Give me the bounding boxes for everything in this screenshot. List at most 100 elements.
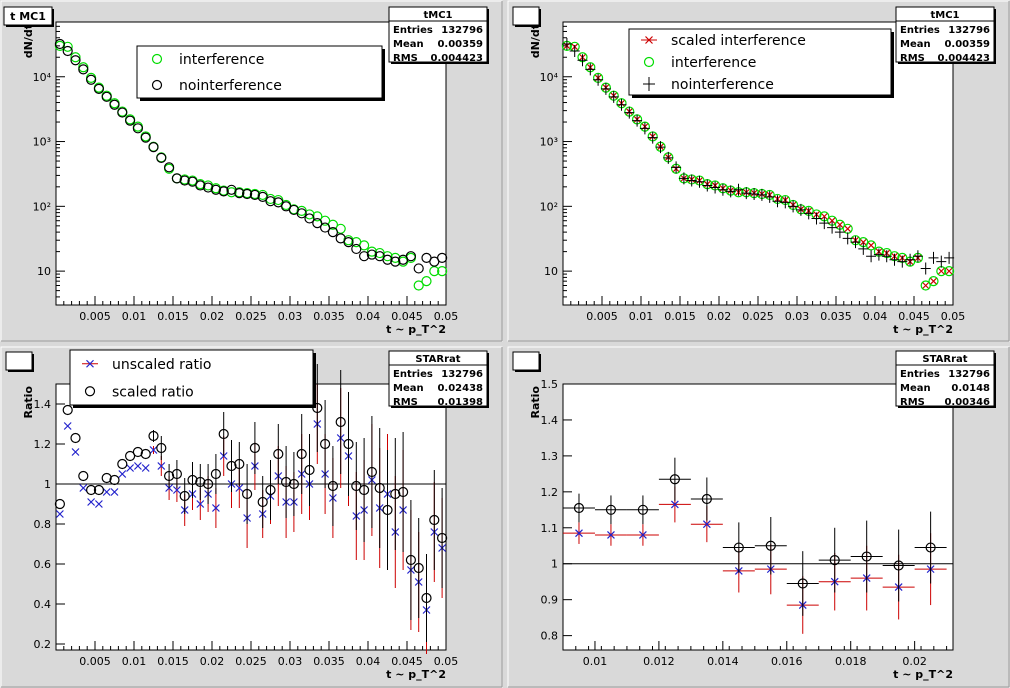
legend-marker-x	[645, 36, 653, 44]
data-point-x	[235, 484, 244, 492]
data-point-circle	[132, 123, 143, 134]
data-point-circle	[405, 554, 416, 566]
x-tick-label: 0.03	[278, 310, 303, 323]
x-tick-label: 0.05	[434, 310, 459, 323]
data-point-circle	[893, 560, 904, 571]
data-point-plus	[811, 212, 822, 225]
y-tick-label: 1	[551, 558, 558, 571]
x-tick-label: 0.015	[157, 310, 189, 323]
legend-marker-circle	[151, 79, 163, 91]
data-point-plus	[827, 221, 838, 234]
data-point-circle	[195, 180, 206, 191]
data-point-circle	[179, 175, 190, 186]
data-point-x	[87, 498, 96, 506]
data-point-circle	[366, 466, 377, 478]
data-point-circle	[117, 458, 128, 470]
data-point-circle	[359, 484, 370, 496]
stats-name: tMC1	[423, 10, 452, 21]
data-point-x	[94, 500, 103, 508]
data-point-circle	[70, 55, 81, 66]
data-point-x	[843, 224, 852, 233]
data-point-circle	[320, 215, 331, 226]
x-axis-label: t ~ p_T^2	[893, 323, 953, 336]
stats-box	[388, 6, 488, 63]
data-point-plus	[819, 217, 830, 230]
x-tick-label: 0.03	[278, 655, 303, 668]
y-tick-label: 10²	[540, 200, 558, 213]
stats-name: STARrat	[922, 354, 967, 365]
y-tick-label: 0.8	[541, 630, 559, 643]
data-point-circle	[70, 432, 81, 444]
data-point-plus	[764, 190, 775, 203]
data-point-x	[607, 531, 615, 539]
y-tick-label: 10	[544, 265, 558, 278]
data-point-circle	[171, 173, 182, 184]
plot-area	[55, 383, 447, 651]
stats-key: Entries	[393, 25, 433, 36]
data-point-x	[157, 462, 166, 470]
data-point-x	[102, 488, 111, 496]
data-point-circle	[637, 504, 649, 515]
data-point-circle	[437, 266, 448, 277]
data-point-circle	[249, 189, 260, 201]
data-point-circle	[327, 227, 338, 238]
stats-value: 0.01398	[437, 397, 483, 408]
data-point-circle	[78, 470, 89, 482]
data-point-circle	[366, 246, 377, 257]
data-point-plus	[663, 151, 674, 164]
stats-value: 132796	[948, 25, 990, 36]
data-point-circle	[861, 551, 872, 562]
data-point-circle	[374, 482, 385, 494]
data-point-x	[670, 500, 679, 509]
legend-marker-circle	[151, 53, 163, 65]
stats-value: 0.00359	[437, 39, 483, 50]
stats-key: Entries	[393, 369, 433, 380]
data-point-plus	[850, 236, 861, 249]
y-tick-label: 10³	[33, 136, 51, 149]
data-point-circle	[390, 256, 401, 267]
data-point-plus	[866, 250, 877, 263]
y-tick-label: 0.9	[541, 594, 559, 607]
data-point-circle	[117, 107, 128, 118]
data-point-circle	[343, 438, 354, 450]
data-point-plus	[873, 248, 884, 261]
x-tick-label: 0.025	[742, 310, 774, 323]
x-axis-label: t ~ p_T^2	[386, 668, 446, 681]
data-point-circle	[733, 542, 744, 553]
stats-box	[895, 6, 995, 63]
x-tick-label: 0.015	[157, 655, 189, 668]
data-point-circle	[829, 555, 840, 566]
data-point-circle	[312, 218, 323, 229]
data-point-circle	[179, 490, 190, 502]
data-point-circle	[195, 476, 206, 488]
x-tick-label: 0.04	[356, 655, 381, 668]
data-point-plus	[686, 174, 697, 187]
x-tick-label: 0.01	[583, 655, 608, 668]
x-tick-label: 0.01	[122, 655, 147, 668]
data-point-circle	[132, 446, 143, 458]
data-point-circle	[109, 474, 120, 486]
x-tick-label: 0.018	[835, 655, 867, 668]
data-point-circle	[288, 478, 299, 490]
data-point-plus	[881, 250, 892, 263]
x-tick-label: 0.025	[235, 310, 267, 323]
data-point-circle	[304, 213, 315, 224]
x-tick-label: 0.02	[200, 310, 225, 323]
data-point-circle	[296, 208, 307, 219]
data-point-circle	[148, 142, 159, 153]
data-point-circle	[265, 196, 276, 207]
data-point-x	[638, 531, 647, 539]
data-point-circle	[382, 504, 393, 516]
y-tick-label: 1.2	[34, 438, 52, 451]
data-point-circle	[85, 74, 97, 85]
data-point-circle	[218, 428, 229, 440]
data-point-x	[149, 446, 158, 454]
data-point-circle	[343, 237, 354, 248]
data-point-circle	[605, 504, 617, 515]
data-point-circle	[866, 240, 877, 251]
x-tick-label: 0.016	[771, 655, 803, 668]
y-tick-label: 10	[37, 265, 51, 278]
data-point-circle	[234, 188, 245, 199]
data-point-plus	[600, 82, 611, 95]
x-tick-label: 0.045	[391, 655, 423, 668]
